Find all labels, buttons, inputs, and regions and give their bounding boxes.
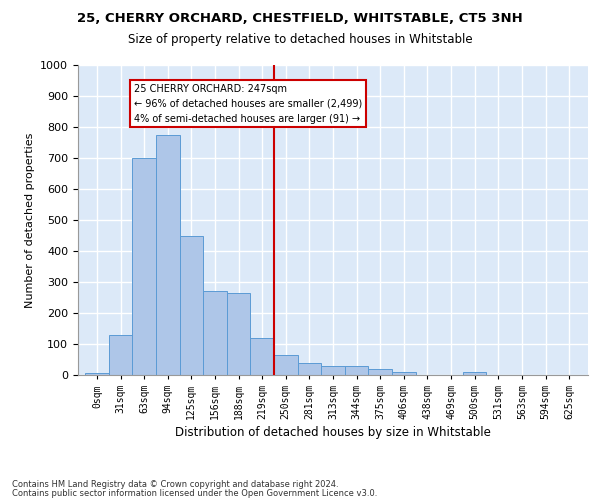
Bar xyxy=(109,334,133,375)
Text: Contains HM Land Registry data © Crown copyright and database right 2024.: Contains HM Land Registry data © Crown c… xyxy=(12,480,338,489)
Bar xyxy=(321,366,345,375)
Bar xyxy=(298,362,321,375)
Bar xyxy=(463,372,487,375)
Text: 25 CHERRY ORCHARD: 247sqm
← 96% of detached houses are smaller (2,499)
4% of sem: 25 CHERRY ORCHARD: 247sqm ← 96% of detac… xyxy=(134,84,362,124)
Y-axis label: Number of detached properties: Number of detached properties xyxy=(25,132,35,308)
Text: Contains public sector information licensed under the Open Government Licence v3: Contains public sector information licen… xyxy=(12,489,377,498)
Bar xyxy=(274,355,298,375)
Bar xyxy=(156,134,179,375)
Text: 25, CHERRY ORCHARD, CHESTFIELD, WHITSTABLE, CT5 3NH: 25, CHERRY ORCHARD, CHESTFIELD, WHITSTAB… xyxy=(77,12,523,26)
Bar xyxy=(203,292,227,375)
Bar xyxy=(133,158,156,375)
Bar xyxy=(392,372,416,375)
Bar xyxy=(250,338,274,375)
Bar xyxy=(227,293,250,375)
Bar xyxy=(85,374,109,375)
Text: Size of property relative to detached houses in Whitstable: Size of property relative to detached ho… xyxy=(128,32,472,46)
Bar xyxy=(368,369,392,375)
Bar xyxy=(179,236,203,375)
X-axis label: Distribution of detached houses by size in Whitstable: Distribution of detached houses by size … xyxy=(175,426,491,439)
Bar xyxy=(345,366,368,375)
